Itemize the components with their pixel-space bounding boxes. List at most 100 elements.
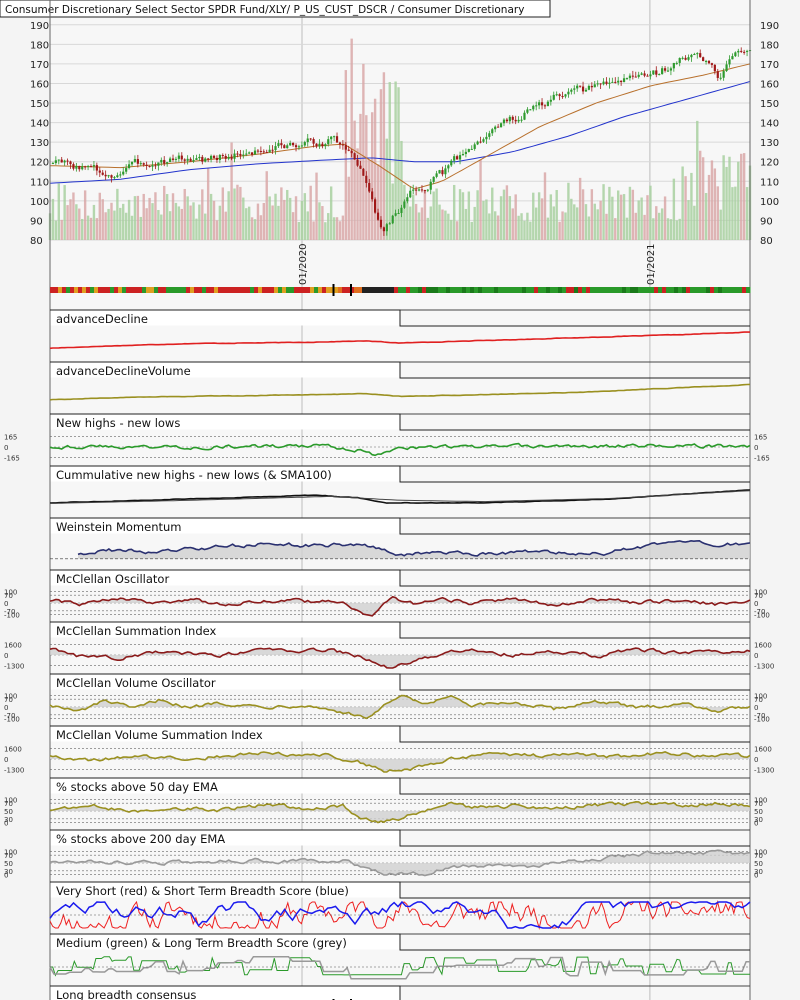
volume-bar xyxy=(713,168,717,240)
consensus-cell xyxy=(250,287,255,293)
volume-bar xyxy=(745,187,749,240)
candle-body xyxy=(69,161,72,165)
candle-body xyxy=(526,109,529,113)
y-tick-left-0: 100 xyxy=(4,848,17,856)
candle-body xyxy=(291,142,295,146)
candle-body xyxy=(611,81,614,83)
volume-bar xyxy=(101,199,104,240)
consensus-cell xyxy=(162,287,167,293)
panel-label-tab xyxy=(50,934,400,950)
consensus-cell xyxy=(306,287,311,293)
y-tick-right-1: 70 xyxy=(754,592,763,600)
panel-title-11: Very Short (red) & Short Term Breadth Sc… xyxy=(56,884,349,898)
consensus-cell xyxy=(386,287,391,293)
indicator-line xyxy=(49,595,751,617)
indicator-area-fill xyxy=(50,695,750,719)
consensus-cell xyxy=(78,287,83,293)
consensus-cell xyxy=(702,287,707,293)
indicator-line xyxy=(77,539,751,557)
candle-body xyxy=(236,153,239,155)
y-tick-left-1: 0 xyxy=(4,756,8,764)
volume-bar xyxy=(687,200,690,240)
volume-bar xyxy=(198,204,201,240)
candle-body xyxy=(245,153,248,155)
volume-bar xyxy=(614,218,617,240)
candle-body xyxy=(192,159,195,162)
volume-bar xyxy=(432,191,435,240)
consensus-cell xyxy=(330,287,335,293)
y-tick-left-2: 0 xyxy=(4,704,8,712)
candle-body xyxy=(113,177,116,179)
consensus-cell xyxy=(546,287,551,293)
volume-bar xyxy=(224,211,227,240)
volume-bar xyxy=(464,208,468,240)
candle-body xyxy=(151,165,154,167)
volume-bar xyxy=(555,189,558,240)
volume-bar xyxy=(696,120,699,240)
consensus-cell xyxy=(534,287,539,293)
volume-bar xyxy=(672,178,676,240)
y-tick-right-170: 170 xyxy=(760,60,779,71)
volume-bar xyxy=(157,210,160,240)
candle-body xyxy=(681,57,684,59)
y-tick-left-190: 190 xyxy=(30,21,49,32)
volume-bar xyxy=(165,194,169,240)
volume-bar xyxy=(130,215,134,240)
candle-body xyxy=(570,89,573,92)
candle-body xyxy=(315,143,318,147)
candle-body xyxy=(517,119,520,122)
y-tick-left-1: 0 xyxy=(4,652,8,660)
volume-bar xyxy=(201,189,204,240)
candle-body xyxy=(579,85,582,87)
candle-body xyxy=(368,183,371,192)
volume-bar xyxy=(658,212,661,240)
volume-bar xyxy=(376,164,380,240)
consensus-cell xyxy=(698,287,703,293)
consensus-cell xyxy=(742,287,747,293)
candle-body xyxy=(514,119,517,122)
volume-bar xyxy=(391,183,394,240)
panel-title-2: New highs - new lows xyxy=(56,416,180,430)
candle-body xyxy=(649,74,652,77)
consensus-cell xyxy=(202,287,207,293)
candle-body xyxy=(289,142,292,146)
y-tick-left-4: -100 xyxy=(4,612,20,620)
volume-bar xyxy=(719,209,722,240)
consensus-cell xyxy=(634,287,639,293)
candle-body xyxy=(523,112,526,120)
consensus-cell xyxy=(454,287,459,293)
consensus-cell xyxy=(134,287,139,293)
consensus-cell xyxy=(410,287,415,293)
volume-bar xyxy=(327,213,330,240)
consensus-cell xyxy=(262,287,267,293)
candle-body xyxy=(379,219,383,228)
y-tick-left-4: 0 xyxy=(4,820,8,828)
volume-bar xyxy=(283,199,286,240)
y-tick-right-160: 160 xyxy=(760,79,779,90)
candle-body xyxy=(139,163,142,165)
chart-title-box xyxy=(0,0,551,18)
consensus-cell xyxy=(554,287,559,293)
consensus-cell xyxy=(254,287,259,293)
volume-bar xyxy=(63,185,66,240)
consensus-cell xyxy=(726,287,731,293)
consensus-cell xyxy=(366,287,371,293)
candle-body xyxy=(543,105,547,107)
candle-body xyxy=(51,163,55,165)
consensus-cell xyxy=(354,287,359,293)
candle-body xyxy=(584,89,588,92)
y-tick-left-1: 70 xyxy=(4,852,13,860)
candle-body xyxy=(476,141,479,145)
consensus-cell xyxy=(146,287,151,293)
volume-bar xyxy=(681,166,684,240)
candle-body xyxy=(201,156,204,162)
volume-bar xyxy=(637,200,640,240)
candle-body xyxy=(110,175,113,178)
y-tick-left-0: 1600 xyxy=(4,746,22,754)
candle-body xyxy=(312,139,315,144)
candle-body xyxy=(438,170,441,174)
candle-body xyxy=(215,157,219,161)
volume-bar xyxy=(558,221,561,240)
volume-bar xyxy=(608,186,611,240)
